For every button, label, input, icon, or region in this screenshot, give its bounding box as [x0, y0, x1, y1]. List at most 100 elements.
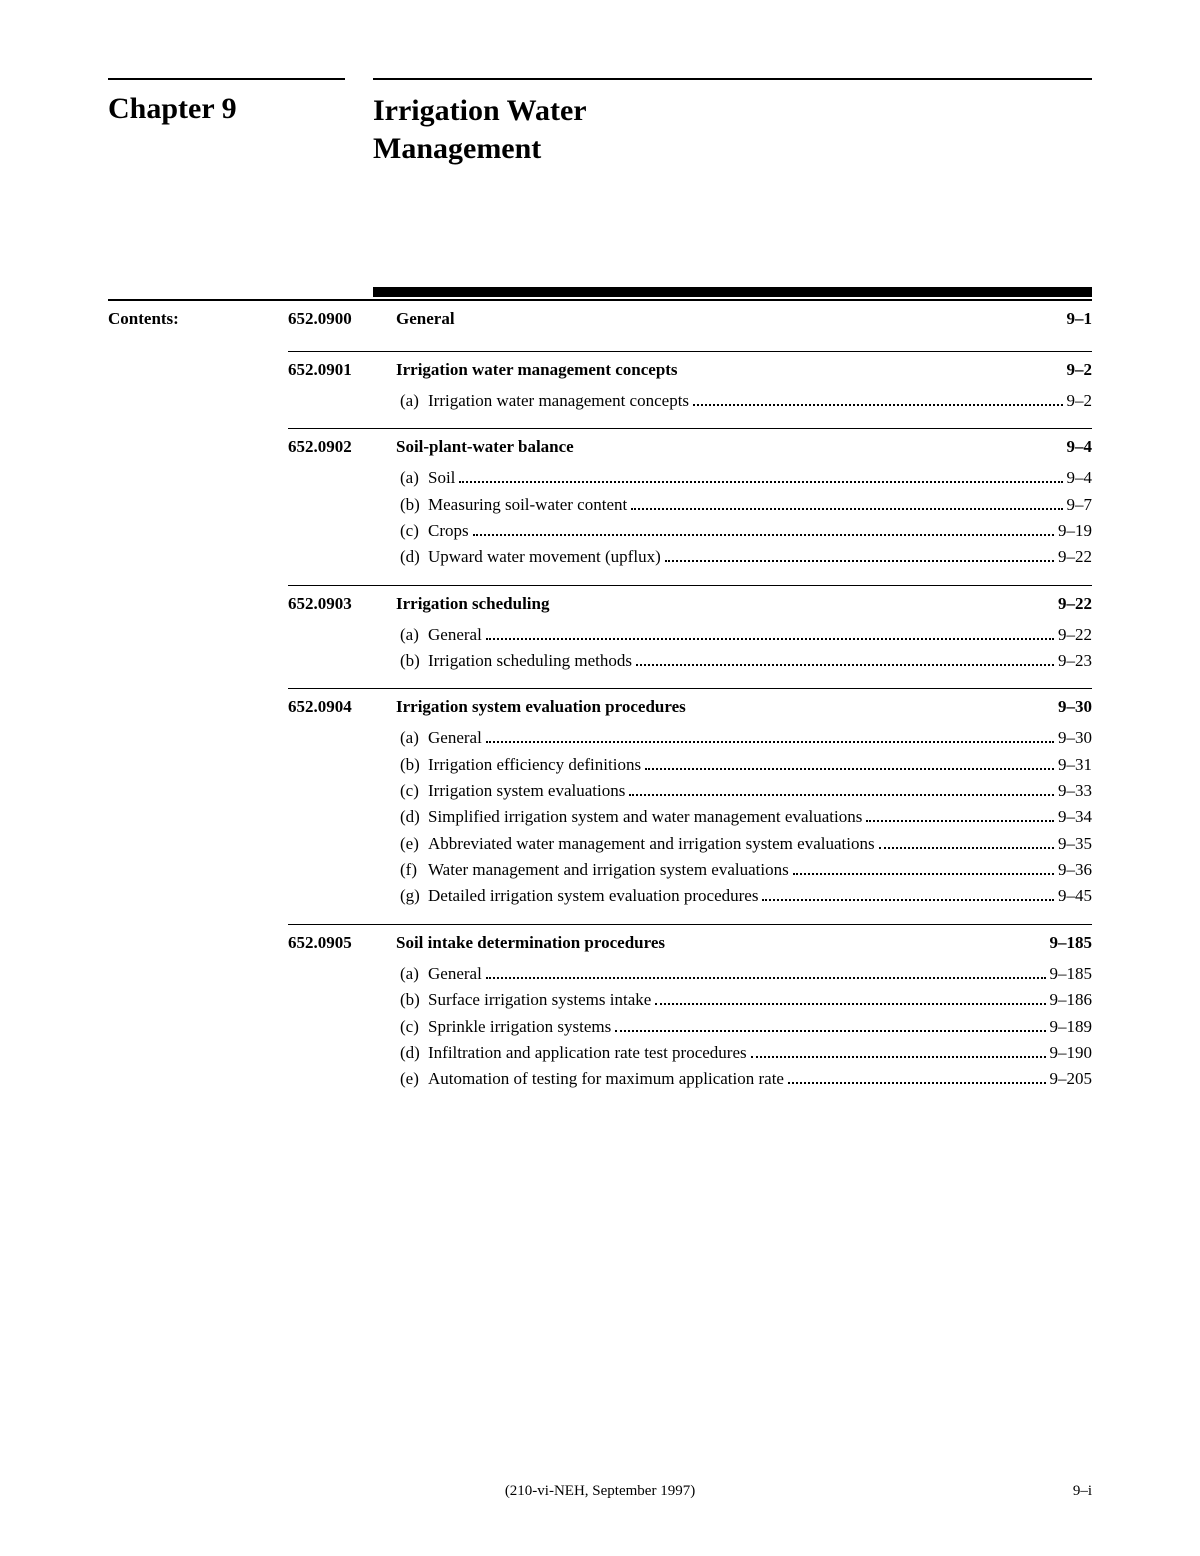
toc-area: 652.0900General9–1652.0901Irrigation wat…: [288, 309, 1092, 1107]
section-content: Irrigation scheduling9–22(a)General 9–22…: [396, 594, 1092, 675]
contents-body: Contents: 652.0900General9–1652.0901Irri…: [108, 299, 1092, 1107]
leader-dots: [631, 508, 1062, 510]
toc-subentry: (f)Water management and irrigation syste…: [396, 857, 1092, 883]
contents-label: Contents:: [108, 309, 260, 1107]
toc-subentry: (d)Upward water movement (upflux) 9–22: [396, 544, 1092, 570]
toc-subentry: (d)Infiltration and application rate tes…: [396, 1040, 1092, 1066]
sub-title: Upward water movement (upflux): [428, 544, 661, 570]
chapter-header: Chapter 9 Irrigation WaterManagement: [108, 78, 1092, 167]
section-heading: Irrigation scheduling9–22: [396, 594, 1092, 614]
header-left-rule: [108, 78, 345, 80]
leader-dots: [473, 534, 1054, 536]
leader-dots: [762, 899, 1054, 901]
sub-title: Abbreviated water management and irrigat…: [428, 831, 875, 857]
section-content: Soil intake determination procedures 9–18…: [396, 933, 1092, 1093]
sub-page: 9–185: [1050, 961, 1093, 987]
section-heading: Soil intake determination procedures 9–18…: [396, 933, 1092, 953]
section-number: 652.0900: [288, 309, 396, 337]
sub-letter: (d): [396, 1040, 428, 1066]
toc-subentry: (e)Abbreviated water management and irri…: [396, 831, 1092, 857]
section-page: 9–4: [1067, 437, 1093, 457]
sub-title: Irrigation scheduling methods: [428, 648, 632, 674]
leader-dots: [629, 794, 1054, 796]
sub-page: 9–22: [1058, 622, 1092, 648]
toc-subentry: (b)Measuring soil-water content 9–7: [396, 492, 1092, 518]
section-title: Irrigation scheduling: [396, 594, 1048, 614]
section-page: 9–185: [1050, 933, 1093, 953]
sub-letter: (f): [396, 857, 428, 883]
leader-dots: [459, 481, 1062, 483]
page-footer: (210-vi-NEH, September 1997) 9–i: [108, 1483, 1092, 1500]
sub-title: Measuring soil-water content: [428, 492, 627, 518]
section-content: General9–1: [396, 309, 1092, 337]
section-title: Soil-plant-water balance: [396, 437, 1057, 457]
sub-page: 9–45: [1058, 883, 1092, 909]
sub-page: 9–186: [1050, 987, 1093, 1013]
sub-letter: (b): [396, 492, 428, 518]
sub-letter: (d): [396, 804, 428, 830]
footer-center: (210-vi-NEH, September 1997): [108, 1483, 1092, 1500]
toc-section: 652.0900General9–1: [288, 309, 1092, 351]
section-number: 652.0901: [288, 360, 396, 414]
thick-bar: [373, 287, 1092, 297]
toc-section: 652.0903Irrigation scheduling9–22(a)Gene…: [288, 585, 1092, 689]
sub-page: 9–31: [1058, 752, 1092, 778]
toc-subentry: (g)Detailed irrigation system evaluation…: [396, 883, 1092, 909]
sub-letter: (b): [396, 648, 428, 674]
toc-subentry: (d)Simplified irrigation system and wate…: [396, 804, 1092, 830]
sub-letter: (a): [396, 465, 428, 491]
section-title: General: [396, 309, 1057, 329]
header-right-rule: [373, 78, 1092, 80]
toc-subentry: (c)Sprinkle irrigation systems 9–189: [396, 1014, 1092, 1040]
section-title: Soil intake determination procedures: [396, 933, 1040, 953]
section-title: Irrigation system evaluation procedures: [396, 697, 1048, 717]
sub-letter: (a): [396, 622, 428, 648]
sub-title: Simplified irrigation system and water m…: [428, 804, 862, 830]
sub-letter: (b): [396, 752, 428, 778]
chapter-label-block: Chapter 9: [108, 78, 345, 167]
section-content: Irrigation water management concepts9–2(…: [396, 360, 1092, 414]
toc-subentry: (a)General 9–22: [396, 622, 1092, 648]
toc-subentry: (b)Irrigation efficiency definitions 9–3…: [396, 752, 1092, 778]
section-number: 652.0904: [288, 697, 396, 909]
section-page: 9–2: [1067, 360, 1093, 380]
leader-dots: [486, 638, 1054, 640]
toc-subentry: (e)Automation of testing for maximum app…: [396, 1066, 1092, 1092]
section-content: Irrigation system evaluation procedures 9…: [396, 697, 1092, 909]
sub-title: General: [428, 622, 482, 648]
chapter-title-block: Irrigation WaterManagement: [373, 78, 1092, 167]
sub-letter: (c): [396, 778, 428, 804]
sub-letter: (e): [396, 831, 428, 857]
sub-title: Irrigation efficiency definitions: [428, 752, 641, 778]
section-page: 9–30: [1058, 697, 1092, 717]
sub-title: General: [428, 961, 482, 987]
leader-dots: [788, 1082, 1046, 1084]
toc-subentry: (a)Irrigation water management concepts …: [396, 388, 1092, 414]
sub-letter: (c): [396, 518, 428, 544]
sub-title: Crops: [428, 518, 469, 544]
sub-page: 9–189: [1050, 1014, 1093, 1040]
toc-subentry: (a)Soil 9–4: [396, 465, 1092, 491]
toc-subentry: (c)Crops 9–19: [396, 518, 1092, 544]
section-heading: Soil-plant-water balance 9–4: [396, 437, 1092, 457]
sub-page: 9–2: [1067, 388, 1093, 414]
leader-dots: [645, 768, 1054, 770]
footer-page-number: 9–i: [1073, 1483, 1092, 1500]
sub-page: 9–30: [1058, 725, 1092, 751]
sub-title: Automation of testing for maximum applic…: [428, 1066, 784, 1092]
leader-dots: [665, 560, 1054, 562]
sub-title: Surface irrigation systems intake: [428, 987, 651, 1013]
sub-letter: (a): [396, 725, 428, 751]
sub-title: Irrigation water management concepts: [428, 388, 689, 414]
sub-title: Infiltration and application rate test p…: [428, 1040, 747, 1066]
sub-letter: (c): [396, 1014, 428, 1040]
sub-page: 9–36: [1058, 857, 1092, 883]
section-number: 652.0903: [288, 594, 396, 675]
chapter-title: Irrigation WaterManagement: [373, 92, 1092, 167]
sub-title: Soil: [428, 465, 455, 491]
sub-title: Detailed irrigation system evaluation pr…: [428, 883, 758, 909]
sub-page: 9–19: [1058, 518, 1092, 544]
sub-title: Water management and irrigation system e…: [428, 857, 789, 883]
leader-dots: [486, 977, 1046, 979]
leader-dots: [793, 873, 1054, 875]
